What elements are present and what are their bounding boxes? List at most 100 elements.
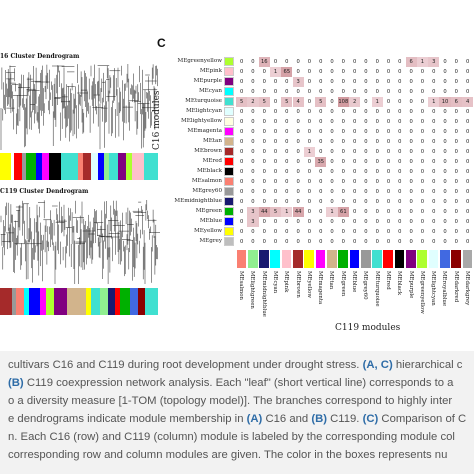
caption-link-a[interactable]: (A) xyxy=(246,413,263,425)
matrix-cell: 0 xyxy=(450,187,462,197)
module-color-band xyxy=(14,153,22,180)
matrix-cell: 0 xyxy=(405,77,417,87)
matrix-cell: 0 xyxy=(462,217,474,227)
matrix-cell: 0 xyxy=(247,77,259,87)
matrix-cell: 0 xyxy=(303,217,316,227)
matrix-cell: 0 xyxy=(428,217,440,227)
module-color-band xyxy=(39,288,47,315)
column-label: MElightcyan xyxy=(430,271,437,306)
module-color-band xyxy=(53,288,68,315)
matrix-cell: 0 xyxy=(450,237,462,247)
matrix-cell: 0 xyxy=(371,87,383,97)
matrix-cell: 0 xyxy=(382,177,395,187)
matrix-cell: 0 xyxy=(236,107,248,117)
matrix-cell: 0 xyxy=(258,137,270,147)
matrix-cell: 0 xyxy=(269,237,282,247)
matrix-cell: 0 xyxy=(462,147,474,157)
matrix-cell: 1 xyxy=(269,67,282,77)
matrix-cell: 0 xyxy=(416,187,429,197)
matrix-cell: 0 xyxy=(258,67,270,77)
matrix-cell: 1 xyxy=(428,97,440,107)
matrix-cell: 0 xyxy=(247,147,259,157)
matrix-cell: 0 xyxy=(405,227,417,237)
caption-link-a-c[interactable]: (A, C) xyxy=(362,359,393,371)
matrix-cell: 0 xyxy=(247,67,259,77)
matrix-cell: 0 xyxy=(258,147,270,157)
matrix-cell: 0 xyxy=(462,207,474,217)
matrix-cell: 0 xyxy=(360,177,372,187)
matrix-cell: 0 xyxy=(450,87,462,97)
matrix-cell: 0 xyxy=(439,147,451,157)
matrix-cell: 0 xyxy=(236,157,248,167)
matrix-cell: 0 xyxy=(382,127,395,137)
matrix-cell: 0 xyxy=(292,157,304,167)
matrix-cell: 0 xyxy=(371,77,383,87)
matrix-cell: 0 xyxy=(349,197,361,207)
matrix-cell: 0 xyxy=(281,107,293,117)
matrix-cell: 0 xyxy=(416,87,429,97)
matrix-cell: 0 xyxy=(349,227,361,237)
column-color-swatch xyxy=(394,250,405,268)
matrix-cell: 0 xyxy=(315,127,327,137)
module-color-band xyxy=(41,153,50,180)
matrix-cell: 0 xyxy=(382,97,395,107)
module-color-band xyxy=(10,153,15,180)
matrix-cell: 0 xyxy=(281,227,293,237)
matrix-cell: 2 xyxy=(349,97,361,107)
row-label: MEturquoise xyxy=(185,98,222,104)
matrix-cell: 0 xyxy=(258,227,270,237)
matrix-cell: 0 xyxy=(382,187,395,197)
c16-module-color-strip xyxy=(0,153,158,180)
caption-line-5: n. Each C16 (row) and C119 (column) modu… xyxy=(8,431,455,443)
matrix-cell: 65 xyxy=(281,67,293,77)
matrix-cell: 0 xyxy=(371,197,383,207)
matrix-cell: 0 xyxy=(247,137,259,147)
matrix-cell: 0 xyxy=(405,67,417,77)
caption-link-b2[interactable]: (B) xyxy=(311,413,327,425)
dendrogram-c119-title: C119 Cluster Dendrogram xyxy=(0,188,89,195)
module-color-band xyxy=(23,288,29,315)
matrix-cell: 0 xyxy=(450,57,462,67)
matrix-cell: 61 xyxy=(337,207,349,217)
matrix-cell: 0 xyxy=(428,157,440,167)
matrix-cell: 0 xyxy=(337,117,349,127)
matrix-cell: 0 xyxy=(326,107,338,117)
row-color-swatch xyxy=(224,117,234,126)
matrix-cell: 0 xyxy=(269,57,282,67)
matrix-cell: 0 xyxy=(247,127,259,137)
matrix-cell: 0 xyxy=(258,87,270,97)
matrix-cell: 0 xyxy=(394,137,406,147)
matrix-cell: 0 xyxy=(326,147,338,157)
row-color-swatch xyxy=(224,177,234,186)
matrix-cell: 0 xyxy=(326,57,338,67)
matrix-cell: 0 xyxy=(303,227,316,237)
matrix-cell: 0 xyxy=(382,167,395,177)
matrix-cell: 0 xyxy=(337,227,349,237)
matrix-cell: 0 xyxy=(439,117,451,127)
matrix-cell: 0 xyxy=(303,97,316,107)
matrix-cell: 0 xyxy=(349,87,361,97)
matrix-cell: 0 xyxy=(360,127,372,137)
matrix-cell: 0 xyxy=(394,67,406,77)
matrix-cell: 0 xyxy=(349,177,361,187)
matrix-cell: 0 xyxy=(394,87,406,97)
matrix-cell: 0 xyxy=(258,237,270,247)
caption-link-b[interactable]: (B) xyxy=(8,377,24,389)
matrix-cell: 0 xyxy=(405,187,417,197)
matrix-cell: 0 xyxy=(394,217,406,227)
row-color-swatch xyxy=(224,207,234,216)
matrix-cell: 0 xyxy=(382,147,395,157)
row-color-swatch xyxy=(224,107,234,116)
column-color-swatch xyxy=(338,250,348,268)
matrix-cell: 0 xyxy=(258,197,270,207)
column-label: MElightgreen xyxy=(249,271,256,309)
matrix-cell: 0 xyxy=(236,217,248,227)
caption-link-c[interactable]: (C) xyxy=(362,413,379,425)
module-color-band xyxy=(0,288,12,315)
matrix-cell: 0 xyxy=(405,147,417,157)
matrix-cell: 0 xyxy=(281,77,293,87)
matrix-cell: 0 xyxy=(303,77,316,87)
matrix-cell: 0 xyxy=(236,177,248,187)
matrix-cell: 0 xyxy=(428,187,440,197)
matrix-cell: 0 xyxy=(360,87,372,97)
